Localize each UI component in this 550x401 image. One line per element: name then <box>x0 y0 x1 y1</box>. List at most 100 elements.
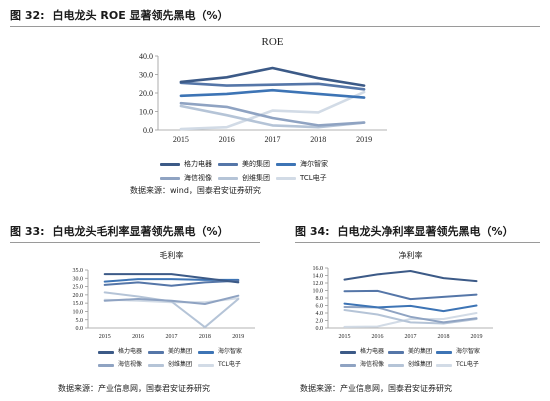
net-margin-legend-label: 创维集团 <box>408 361 433 368</box>
gross-margin-legend-swatch <box>198 350 214 354</box>
net-margin-y-tick-label: 6.0 <box>316 304 324 310</box>
net-margin-series-haier <box>343 302 478 313</box>
net-margin-legend-label: 海尔智家 <box>456 348 481 355</box>
roe-legend-swatch <box>160 176 180 180</box>
figure-33-number: 图 33: <box>10 225 45 238</box>
net-margin-legend-label: 海信视像 <box>360 361 385 368</box>
roe-y-tick-label: 10.0 <box>139 107 153 116</box>
net-margin-legend-swatch <box>436 350 452 354</box>
roe-series-haier <box>179 88 366 99</box>
roe-legend-swatch <box>160 162 180 166</box>
net-margin-x-tick-label: 2017 <box>405 334 417 340</box>
roe-legend-swatch <box>218 176 238 180</box>
net-margin-x-tick-label: 2018 <box>438 334 450 340</box>
net-margin-series-midea <box>343 289 478 301</box>
roe-y-tick-label: 20.0 <box>139 89 153 98</box>
net-margin-legend-item: 海尔智家 <box>436 346 484 358</box>
net-margin-legend-label: 格力电器 <box>360 348 385 355</box>
gross-margin-y-tick-label: 15.0 <box>73 301 84 307</box>
gross-margin-y-tick-label: 5.0 <box>76 318 84 324</box>
net-margin-legend-label: 美的集团 <box>408 348 433 355</box>
figure-32-caption: 白电龙头 ROE 显著领先黑电（%） <box>52 9 229 22</box>
net-margin-legend-swatch <box>388 363 404 367</box>
net-margin-legend-item: 创维集团 <box>388 359 436 371</box>
gross-margin-legend-label: TCL电子 <box>218 361 241 368</box>
net-margin-series-geli <box>343 270 478 283</box>
roe-chart-svg: ROE 0.0 10.0 20.0 30.0 40.0 2015 2016 2017 2018 20… <box>139 36 387 144</box>
figure-34-title: 图 34: 白电龙头净利率显著领先黑电（%） <box>295 222 540 243</box>
gross-margin-legend-item: 格力电器 <box>98 346 148 358</box>
roe-legend-label: 海尔智家 <box>300 160 328 168</box>
figure-33-source: 数据来源：产业信息网，国泰君安证券研究 <box>58 384 210 393</box>
gross-margin-y-tick-label: 30.0 <box>73 276 84 282</box>
gross-margin-legend-item: TCL电子 <box>198 359 248 371</box>
roe-x-tick-label: 2018 <box>310 135 326 144</box>
figure-33-caption: 白电龙头毛利率显著领先黑电（%） <box>52 225 229 238</box>
roe-x-tick-label: 2017 <box>265 135 281 144</box>
net-margin-x-tick-label: 2015 <box>339 334 351 340</box>
net-margin-legend-row: 格力电器 美的集团 海尔智家 <box>340 346 484 358</box>
roe-chart: ROE 0.0 10.0 20.0 30.0 40.0 2015 2016 2017 2018 20… <box>115 30 405 182</box>
gross-margin-legend-swatch <box>98 363 114 367</box>
gross-margin-legend-item: 海信视像 <box>98 359 148 371</box>
gross-margin-legend-item: 美的集团 <box>148 346 198 358</box>
roe-legend-item: TCL电子 <box>276 172 334 184</box>
roe-legend-label: 格力电器 <box>184 160 212 168</box>
roe-legend-item: 海尔智家 <box>276 158 334 170</box>
figure-34-source: 数据来源：产业信息网，国泰君安证券研究 <box>300 384 452 393</box>
net-margin-y-tick-label: 16.0 <box>313 266 324 272</box>
net-margin-legend-label: TCL电子 <box>456 361 479 368</box>
roe-legend-swatch <box>218 162 238 166</box>
roe-legend-label: 创维集团 <box>242 174 270 182</box>
gross-margin-x-tick-label: 2018 <box>199 334 211 340</box>
net-margin-y-tick-label: 14.0 <box>313 274 324 280</box>
gross-margin-series-hisense <box>103 294 240 305</box>
gross-margin-chart: 毛利率 0.0 5.0 10.0 15.0 20.0 25.0 30.0 35.0 2015 201… <box>50 246 265 380</box>
net-margin-legend-item: 格力电器 <box>340 346 388 358</box>
gross-margin-legend-item: 海尔智家 <box>198 346 248 358</box>
roe-legend-row: 海信视像 创维集团 TCL电子 <box>160 172 334 184</box>
net-margin-y-tick-label: 10.0 <box>313 289 324 295</box>
roe-series-midea <box>179 81 366 91</box>
gross-margin-legend-swatch <box>98 350 114 354</box>
gross-margin-legend-swatch <box>198 363 214 367</box>
net-margin-x-tick-label: 2016 <box>372 334 384 340</box>
gross-margin-legend-swatch <box>148 350 164 354</box>
net-margin-series-tcl <box>343 312 478 328</box>
gross-margin-legend-label: 海尔智家 <box>218 348 243 355</box>
gross-margin-legend-swatch <box>148 363 164 367</box>
gross-margin-legend-label: 格力电器 <box>118 348 143 355</box>
gross-margin-y-tick-label: 0.0 <box>76 326 84 332</box>
figure-32-source: 数据来源：wind，国泰君安证券研究 <box>130 186 261 195</box>
gross-margin-legend-row: 格力电器 美的集团 海尔智家 <box>98 346 248 358</box>
net-margin-y-tick-label: 12.0 <box>313 281 324 287</box>
net-margin-legend-swatch <box>340 363 356 367</box>
roe-legend-swatch <box>276 176 296 180</box>
net-margin-legend-swatch <box>436 363 452 367</box>
net-margin-legend-swatch <box>388 350 404 354</box>
gross-margin-legend: 格力电器 美的集团 海尔智家 海信视像 创维集团 TCL电子 <box>98 346 248 372</box>
roe-x-tick-label: 2016 <box>219 135 235 144</box>
roe-legend-label: TCL电子 <box>300 174 327 182</box>
gross-margin-legend-label: 海信视像 <box>118 361 143 368</box>
gross-margin-series-geli <box>103 273 240 284</box>
gross-margin-chart-title: 毛利率 <box>160 250 184 260</box>
net-margin-x-tick-label: 2019 <box>471 334 483 340</box>
roe-legend-item: 海信视像 <box>160 172 218 184</box>
figure-32-title: 图 32: 白电龙头 ROE 显著领先黑电（%） <box>10 6 540 27</box>
net-margin-y-tick-label: 4.0 <box>316 311 324 317</box>
roe-legend-label: 海信视像 <box>184 174 212 182</box>
net-margin-y-tick-label: 8.0 <box>316 296 324 302</box>
figure-33-title: 图 33: 白电龙头毛利率显著领先黑电（%） <box>10 222 260 243</box>
roe-legend-swatch <box>276 162 296 166</box>
gross-margin-y-tick-label: 35.0 <box>73 268 84 274</box>
net-margin-legend-row: 海信视像 创维集团 TCL电子 <box>340 359 484 371</box>
net-margin-legend-item: TCL电子 <box>436 359 484 371</box>
roe-legend-label: 美的集团 <box>242 160 270 168</box>
figure-32-number: 图 32: <box>10 9 45 22</box>
roe-series-geli <box>179 66 366 87</box>
roe-series-hisense <box>179 101 366 127</box>
net-margin-chart-svg: 净利率 0.02.0 4.06.0 8.010.0 12.014.0 16.0 2015 20… <box>313 250 493 340</box>
net-margin-legend: 格力电器 美的集团 海尔智家海信视像 创维集团 TCL电子 <box>340 346 484 372</box>
gross-margin-legend-label: 美的集团 <box>168 348 193 355</box>
